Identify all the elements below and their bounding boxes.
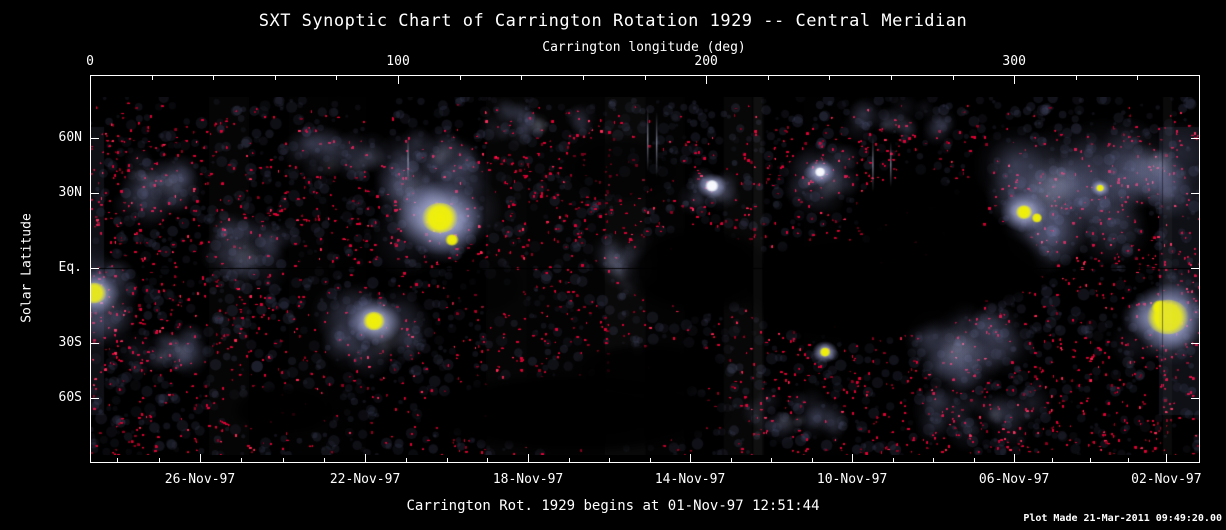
x-tick: [336, 76, 338, 80]
x-tick: [706, 76, 708, 84]
date-minor-tick: [323, 458, 325, 462]
chart-title: SXT Synoptic Chart of Carrington Rotatio…: [258, 11, 968, 31]
date-tick-label: 26-Nov-97: [164, 472, 236, 487]
date-tick-label: 14-Nov-97: [654, 472, 726, 487]
bottom-axis-line: [90, 462, 1200, 463]
caption: Carrington Rot. 1929 begins at 01-Nov-97…: [406, 498, 820, 514]
date-tick: [1014, 454, 1016, 462]
date-minor-tick: [1052, 458, 1054, 462]
date-tick-label: 02-Nov-97: [1131, 472, 1202, 487]
x-tick: [952, 76, 954, 80]
date-minor-tick: [446, 458, 448, 462]
date-minor-tick: [158, 458, 160, 462]
x-tick: [582, 76, 584, 80]
x-tick: [90, 76, 91, 84]
date-tick: [528, 454, 530, 462]
y-tick-right: [1191, 397, 1199, 399]
left-axis-line: [90, 75, 91, 462]
date-tick-label: 22-Nov-97: [329, 472, 401, 487]
y-tick-right: [1191, 138, 1199, 140]
y-tick-label: 30S: [58, 335, 82, 350]
date-tick-label: 10-Nov-97: [816, 472, 888, 487]
date-minor-tick: [405, 458, 407, 462]
y-tick-label: 30N: [58, 185, 82, 200]
y-tick: [91, 193, 99, 194]
date-minor-tick: [241, 458, 243, 462]
x-tick: [151, 76, 153, 80]
date-minor-tick: [117, 458, 119, 462]
y-tick-right: [1191, 343, 1199, 344]
y-tick-label: 60S: [58, 389, 82, 405]
date-tick: [1166, 454, 1168, 462]
x-tick: [767, 76, 769, 80]
date-tick: [365, 454, 367, 462]
date-minor-tick: [282, 458, 284, 462]
synoptic-map-image: [90, 97, 1199, 455]
right-axis-line: [1199, 75, 1200, 462]
date-minor-tick: [811, 458, 813, 462]
plot-made-timestamp: Plot Made 21-Mar-2011 09:49:20.00: [1023, 513, 1222, 524]
date-minor-tick: [730, 458, 732, 462]
date-minor-tick: [771, 458, 773, 462]
y-tick: [91, 343, 99, 344]
y-tick-right: [1191, 268, 1199, 269]
y-tick: [91, 268, 99, 269]
x-tick: [1137, 76, 1139, 80]
date-minor-tick: [1128, 458, 1130, 462]
y-tick: [91, 138, 99, 140]
x-tick-label: 200: [694, 54, 718, 69]
date-minor-tick: [487, 458, 489, 462]
date-tick-label: 18-Nov-97: [492, 472, 564, 487]
date-minor-tick: [649, 458, 651, 462]
x-tick: [1075, 76, 1077, 80]
y-tick-label: 60N: [58, 130, 82, 146]
x-axis-label: Carrington longitude (deg): [542, 40, 746, 55]
x-tick-label: 100: [386, 54, 410, 69]
x-tick: [890, 76, 892, 80]
x-tick: [644, 76, 646, 80]
x-tick: [213, 76, 215, 80]
x-tick: [274, 76, 276, 80]
y-tick-right: [1191, 193, 1199, 194]
x-tick-label: 300: [1002, 54, 1026, 69]
x-tick: [398, 76, 400, 84]
date-minor-tick: [933, 458, 935, 462]
x-tick-label: 0: [86, 54, 94, 69]
top-axis-line: [90, 75, 1200, 76]
x-tick: [1014, 76, 1016, 84]
x-tick: [459, 76, 461, 80]
date-minor-tick: [973, 458, 975, 462]
y-tick-label: Eq.: [58, 260, 82, 275]
date-tick: [690, 454, 692, 462]
x-tick: [1199, 76, 1200, 80]
y-tick: [91, 397, 99, 399]
date-minor-tick: [609, 458, 611, 462]
x-tick: [521, 76, 523, 80]
date-tick-label: 06-Nov-97: [978, 472, 1050, 487]
date-tick: [199, 454, 201, 462]
date-tick: [852, 454, 854, 462]
date-minor-tick: [892, 458, 894, 462]
date-minor-tick: [1090, 458, 1092, 462]
x-tick: [829, 76, 831, 80]
date-minor-tick: [568, 458, 570, 462]
